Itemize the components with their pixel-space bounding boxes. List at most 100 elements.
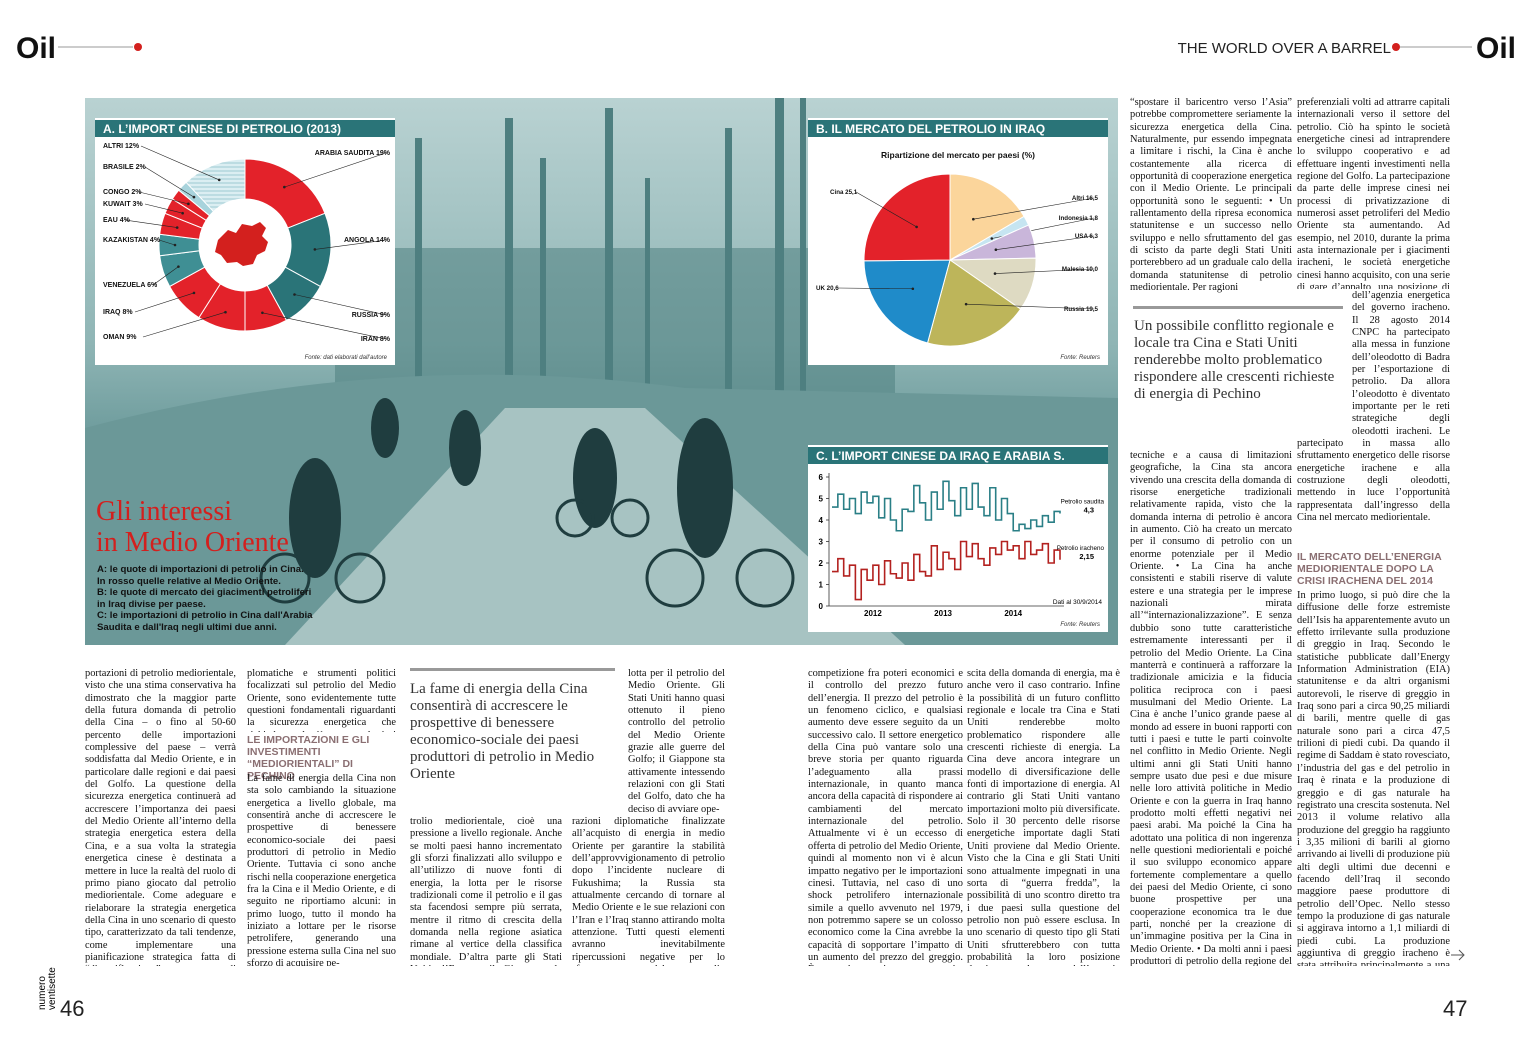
leader-line [152, 266, 179, 286]
subheading: IL MERCATO DELL’ENERGIA MEDIORIENTALE DO… [1297, 551, 1442, 587]
pullquote-rule [410, 668, 615, 671]
series-name: Petrolio saudita [1061, 499, 1105, 506]
leader-dot [181, 211, 184, 215]
wheels [259, 498, 795, 608]
logo: Oil [16, 32, 56, 65]
issue-label: numero ventisette [37, 967, 58, 1010]
slice-label: IRAQ 8% [103, 309, 133, 316]
slice [863, 173, 951, 262]
leader-line [262, 312, 387, 340]
pullquote: Un possibile conflitto regionale e local… [1134, 318, 1335, 402]
leader-dot [972, 217, 975, 221]
series-name: Petrolio iracheno [1057, 545, 1105, 552]
leader-dot [192, 195, 196, 199]
pullquote: La fame di energia della Cina consentirà… [410, 681, 595, 782]
leader-line [140, 145, 220, 181]
chart-subtitle: Ripartizione del mercato per paesi (%) [881, 150, 1035, 160]
leader-dot [173, 243, 177, 247]
leader-line [294, 294, 387, 316]
series-line [832, 480, 1061, 532]
body-text: dell’agenzia energetica del governo irac… [1352, 290, 1450, 437]
slice-label: BRASILE 2% [103, 164, 147, 171]
continue-arrow [1451, 949, 1465, 961]
leader-line [142, 311, 226, 338]
body-text: “spostare il baricentro verso l’Asia” po… [1130, 97, 1292, 294]
pullquote-rule [1133, 306, 1343, 309]
caption-line: A: le quote di importazioni di petrolio … [97, 564, 304, 575]
leader-dot [261, 311, 264, 315]
chart-title: B. IL MERCATO DEL PETROLIO IN IRAQ [816, 122, 1045, 136]
caption-line: In rosso quelle relative al Medio Orient… [97, 575, 281, 587]
body-text: portazioni di petrolio mediorientale, vi… [85, 668, 236, 966]
body-text: La fame di energia della Cina non sta so… [247, 773, 396, 966]
page-number: 46 [60, 996, 85, 1021]
body-text: lotta per il petrolio del Medio Oriente.… [628, 668, 725, 815]
body-text: competizione fra poteri economici e il c… [808, 668, 963, 966]
leader-line [144, 203, 183, 214]
slice-label: CONGO 2% [103, 189, 142, 196]
leader-dot [177, 265, 180, 268]
title-band [808, 120, 1108, 137]
y-tick-label: 6 [819, 473, 824, 482]
body-text: In primo luogo, si può dire che la diffu… [1297, 590, 1450, 966]
chart-panel [808, 445, 1108, 632]
china-map [215, 222, 268, 266]
refinery [335, 98, 895, 398]
body-text: scita della domanda di energia, ma è anc… [967, 668, 1120, 966]
chart-title: C. L’IMPORT CINESE DA IRAQ E ARABIA S. [816, 449, 1065, 463]
caption-line: C: le importazioni di petrolio in Cina d… [97, 610, 313, 622]
caption-line: Saudita e dall'Iraq negli ultimi due ann… [97, 621, 277, 633]
title-band [808, 447, 1108, 464]
leader-dot [915, 225, 918, 229]
section-title: THE WORLD OVER A BARREL [1178, 40, 1391, 57]
slice-label: Indonesia 1,8 [1059, 215, 1099, 222]
leader-line [837, 287, 913, 290]
slice-label: IRAN 8% [361, 336, 391, 343]
chart-source: Fonte: dati elaborati dall’autore [305, 355, 388, 361]
chart-c: C. L’IMPORT CINESE DA IRAQ E ARABIA S. Fo… [808, 445, 1108, 632]
leader-dot [224, 310, 227, 314]
title-band [95, 120, 395, 137]
header-dot [1392, 43, 1400, 51]
leader-line [124, 219, 178, 228]
slice-label: KAZAKISTAN 4% [103, 237, 161, 244]
chart-a: A. L’IMPORT CINESE DI PETROLIO (2013) Fon… [95, 118, 395, 365]
caption: A: le quote di importazioni di petrolio … [97, 564, 313, 634]
chart-source: Fonte: Reuters [1060, 622, 1100, 628]
slice-label: ALTRI 12% [103, 143, 140, 150]
chart-title: A. L’IMPORT CINESE DI PETROLIO (2013) [103, 122, 341, 136]
header-dot [134, 43, 142, 51]
leader-line [138, 191, 189, 205]
leader-dot [911, 287, 915, 291]
slice [863, 259, 951, 344]
body-text: partecipato in massa allo sfruttamento e… [1297, 438, 1450, 524]
chart-source: Fonte: Reuters [1060, 355, 1100, 361]
leader-dot [313, 248, 317, 251]
article-title: Gli interessi in Medio Oriente [96, 496, 289, 558]
leader-dot [192, 291, 196, 295]
cyclists [289, 398, 733, 578]
y-tick-label: 3 [819, 538, 824, 547]
body-text: tecniche e a causa di limitazioni geogra… [1130, 450, 1292, 966]
slice-label: VENEZUELA 6% [103, 282, 158, 289]
leader-line [994, 268, 1095, 274]
slice-label: UK 20,6 [816, 285, 839, 292]
leader-line [966, 303, 1095, 310]
leader-dot [993, 272, 997, 275]
body-text: razioni diplomatiche finalizzate all’acq… [572, 816, 725, 966]
slice-label: ARABIA SAUDITA 19% [315, 150, 391, 157]
end-value-label: 2,15 [1079, 552, 1094, 561]
leader-dot [175, 226, 179, 229]
slice-label: Russia 19,5 [1064, 306, 1099, 313]
slice-label: Malesia 10,0 [1062, 266, 1099, 273]
logo: Oil [1476, 32, 1516, 65]
caption-line: in Iraq divise per paese. [97, 598, 206, 610]
slice-label: EAU 4% [103, 217, 131, 224]
caption-line: B: le quote di mercato dei giacimenti pe… [97, 587, 312, 599]
leader-line [158, 239, 176, 246]
y-tick-label: 5 [819, 495, 824, 504]
leader-line [134, 292, 195, 313]
leader-line [855, 191, 917, 228]
slice-label: OMAN 9% [103, 334, 137, 341]
